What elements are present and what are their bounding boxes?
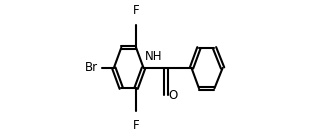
Text: F: F — [133, 4, 139, 17]
Text: NH: NH — [145, 50, 163, 63]
Text: O: O — [168, 89, 178, 102]
Text: F: F — [133, 119, 139, 132]
Text: Br: Br — [85, 61, 98, 75]
